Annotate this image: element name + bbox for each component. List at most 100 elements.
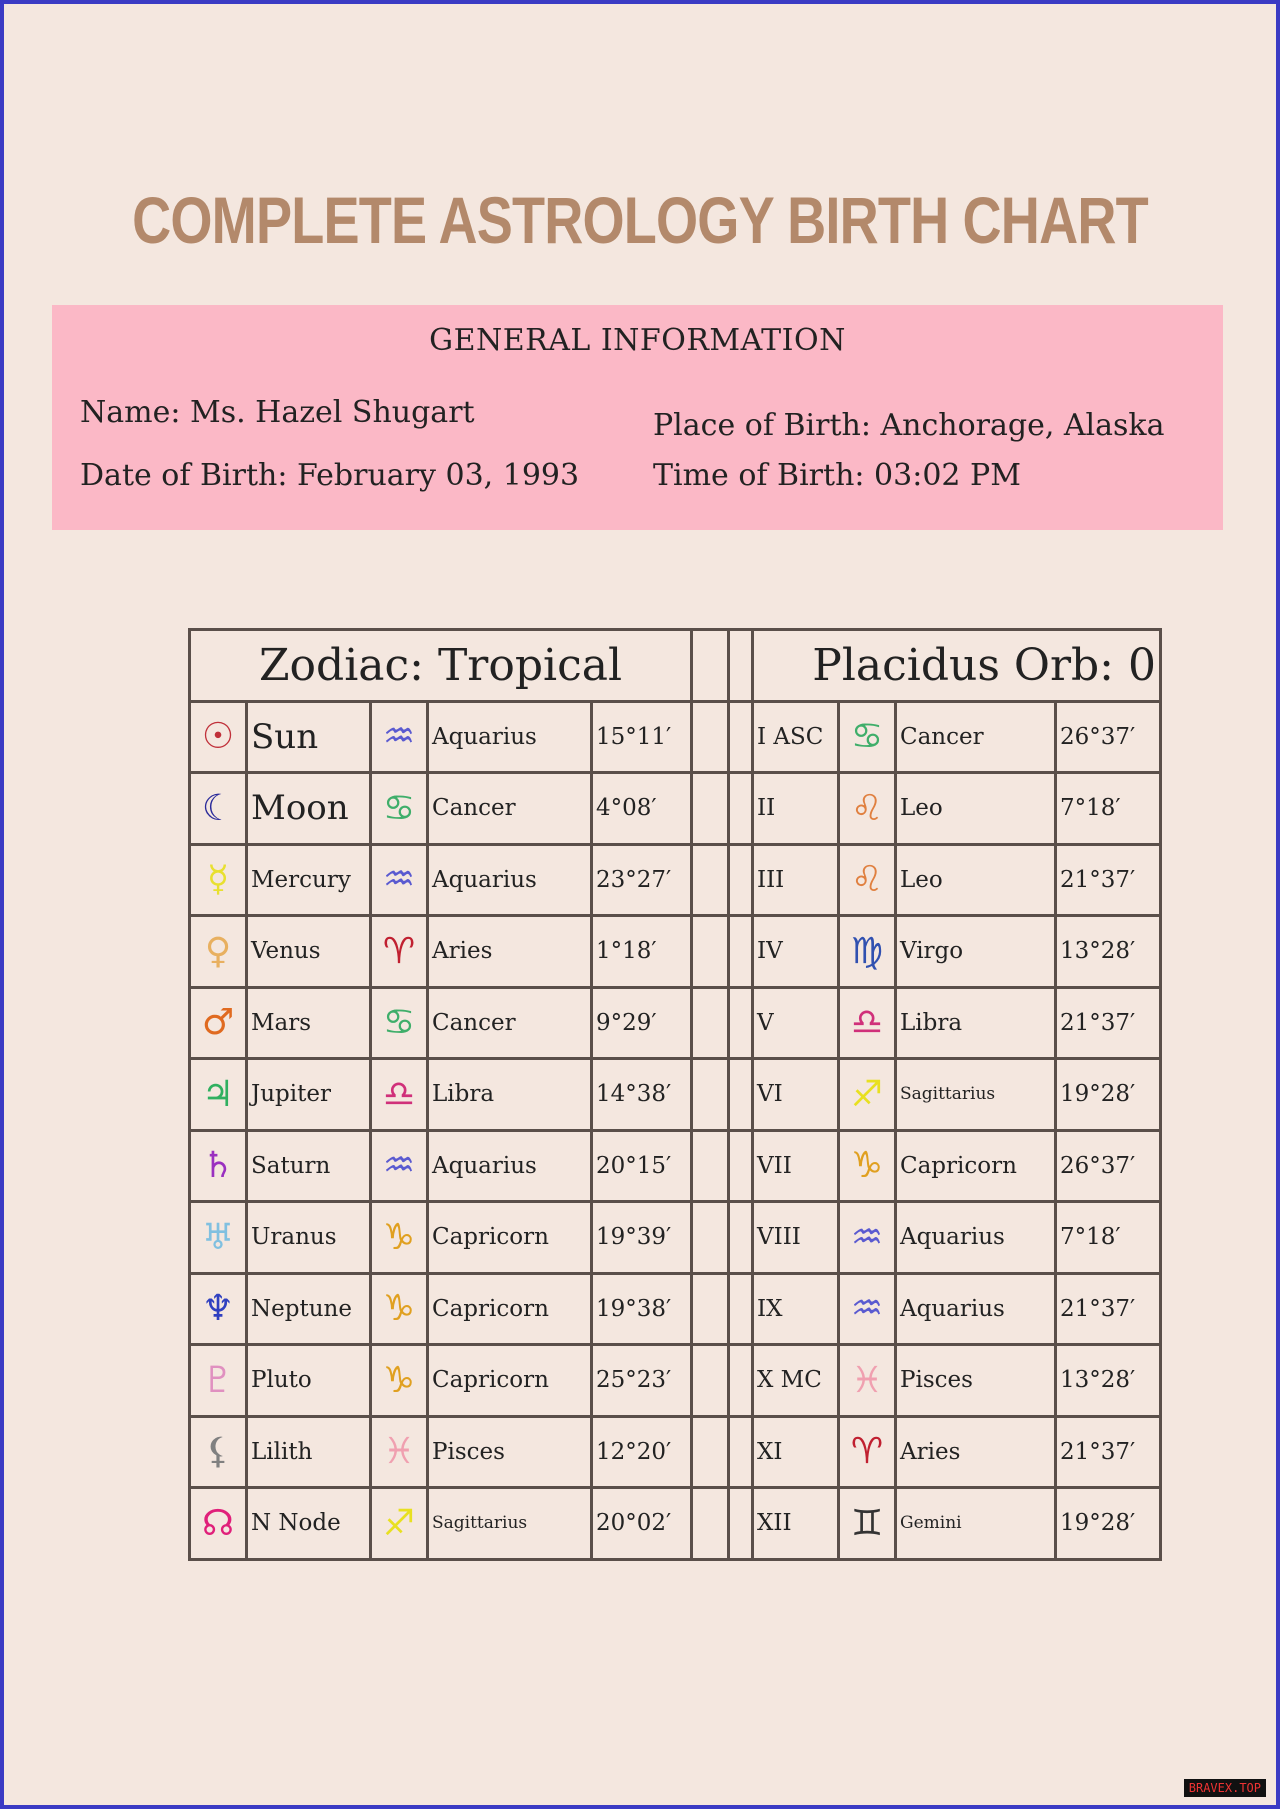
sign-glyph-icon: ♑ [837,1128,897,1203]
planet-sign: Aquarius [426,1128,593,1203]
spacer-cell [690,1343,730,1418]
spacer-cell [690,1486,730,1561]
name-field: Name: Ms. Hazel Shugart [80,395,475,430]
planet-glyph-icon: ♂ [188,985,248,1060]
house-sign: Sagittarius [894,1057,1057,1132]
spacer-cell [690,1271,730,1346]
planet-sign: Libra [426,1057,593,1132]
planet-glyph-icon: ♆ [188,1271,248,1346]
table-row: ♆ Neptune ♑ Capricorn 19°38′ IX ♒ Aquarius 21°37… [188,1271,1162,1346]
spacer-cell [727,914,754,989]
planet-name: Sun [245,699,372,774]
spacer-cell [727,842,754,917]
planet-glyph-icon: ♇ [188,1343,248,1418]
house-number: I ASC [751,699,840,774]
sign-glyph-icon: ♑ [369,1271,429,1346]
planet-name: N Node [245,1486,372,1561]
house-degree: 26°37′ [1054,1128,1162,1203]
planet-sign: Sagittarius [426,1486,593,1561]
spacer-cell [690,914,730,989]
spacer-cell [727,1128,754,1203]
planet-degree: 14°38′ [590,1057,693,1132]
planet-sign: Aquarius [426,842,593,917]
planet-name: Saturn [245,1128,372,1203]
spacer-cell [727,1271,754,1346]
planet-name: Lilith [245,1414,372,1489]
sign-glyph-icon: ♓ [837,1343,897,1418]
spacer-cell [690,1414,730,1489]
spacer-cell [727,1486,754,1561]
spacer-cell [690,771,730,846]
house-degree: 21°37′ [1054,1271,1162,1346]
house-number: X MC [751,1343,840,1418]
planet-glyph-icon: ☉ [188,699,248,774]
table-row: ♄ Saturn ♒ Aquarius 20°15′ VII ♑ Capricorn 26°37… [188,1128,1162,1203]
spacer-cell [690,842,730,917]
house-number: IV [751,914,840,989]
planet-sign: Pisces [426,1414,593,1489]
spacer-cell [690,1200,730,1275]
planet-degree: 19°38′ [590,1271,693,1346]
planet-degree: 9°29′ [590,985,693,1060]
sign-glyph-icon: ♎ [837,985,897,1060]
house-degree: 26°37′ [1054,699,1162,774]
planet-degree: 20°15′ [590,1128,693,1203]
house-sign: Aquarius [894,1271,1057,1346]
house-degree: 19°28′ [1054,1486,1162,1561]
table-row: ⚸ Lilith ♓ Pisces 12°20′ XI ♈ Aries 21°37′ [188,1414,1162,1489]
spacer-cell [690,1128,730,1203]
house-sign: Libra [894,985,1057,1060]
spacer-cell [727,699,754,774]
planet-degree: 19°39′ [590,1200,693,1275]
planet-sign: Aries [426,914,593,989]
sign-glyph-icon: ♊ [837,1486,897,1561]
page-title: COMPLETE ASTROLOGY BIRTH CHART [132,183,1149,257]
table-row: ☊ N Node ♐ Sagittarius 20°02′ XII ♊ Gemini 19°28… [188,1486,1162,1561]
house-number: II [751,771,840,846]
planet-name: Venus [245,914,372,989]
house-degree: 21°37′ [1054,842,1162,917]
planet-name: Neptune [245,1271,372,1346]
house-number: III [751,842,840,917]
house-degree: 13°28′ [1054,1343,1162,1418]
sign-glyph-icon: ♑ [369,1343,429,1418]
sign-glyph-icon: ♋ [837,699,897,774]
planet-glyph-icon: ♄ [188,1128,248,1203]
house-degree: 21°37′ [1054,1414,1162,1489]
planet-sign: Aquarius [426,699,593,774]
table-row: ♂ Mars ♋ Cancer 9°29′ V ♎ Libra 21°37′ [188,985,1162,1060]
birth-chart-table: Zodiac: Tropical Placidus Orb: 0 ☉ Sun ♒ Aq… [188,628,1162,1561]
planet-sign: Cancer [426,985,593,1060]
spacer-cell [727,771,754,846]
place-of-birth-field: Place of Birth: Anchorage, Alaska [653,408,1165,443]
planet-sign: Capricorn [426,1343,593,1418]
house-sign: Leo [894,771,1057,846]
house-number: XI [751,1414,840,1489]
sign-glyph-icon: ♈ [369,914,429,989]
date-of-birth-field: Date of Birth: February 03, 1993 [80,458,580,493]
sign-glyph-icon: ♓ [369,1414,429,1489]
house-sign: Cancer [894,699,1057,774]
table-row: ☾ Moon ♋ Cancer 4°08′ II ♌ Leo 7°18′ [188,771,1162,846]
house-sign: Aries [894,1414,1057,1489]
planet-degree: 12°20′ [590,1414,693,1489]
table-row: ♀ Venus ♈ Aries 1°18′ IV ♍ Virgo 13°28′ [188,914,1162,989]
house-sign: Pisces [894,1343,1057,1418]
house-number: VI [751,1057,840,1132]
house-number: VII [751,1128,840,1203]
planet-name: Moon [245,771,372,846]
sign-glyph-icon: ♋ [369,985,429,1060]
house-degree: 13°28′ [1054,914,1162,989]
house-system-header: Placidus Orb: 0 [751,628,1162,703]
house-degree: 21°37′ [1054,985,1162,1060]
sign-glyph-icon: ♐ [837,1057,897,1132]
house-number: XII [751,1486,840,1561]
house-sign: Virgo [894,914,1057,989]
spacer-cell [690,1057,730,1132]
spacer-cell [727,1200,754,1275]
table-row: ♅ Uranus ♑ Capricorn 19°39′ VIII ♒ Aquarius 7°18… [188,1200,1162,1275]
house-degree: 7°18′ [1054,1200,1162,1275]
planet-glyph-icon: ☿ [188,842,248,917]
spacer-cell [727,1057,754,1132]
